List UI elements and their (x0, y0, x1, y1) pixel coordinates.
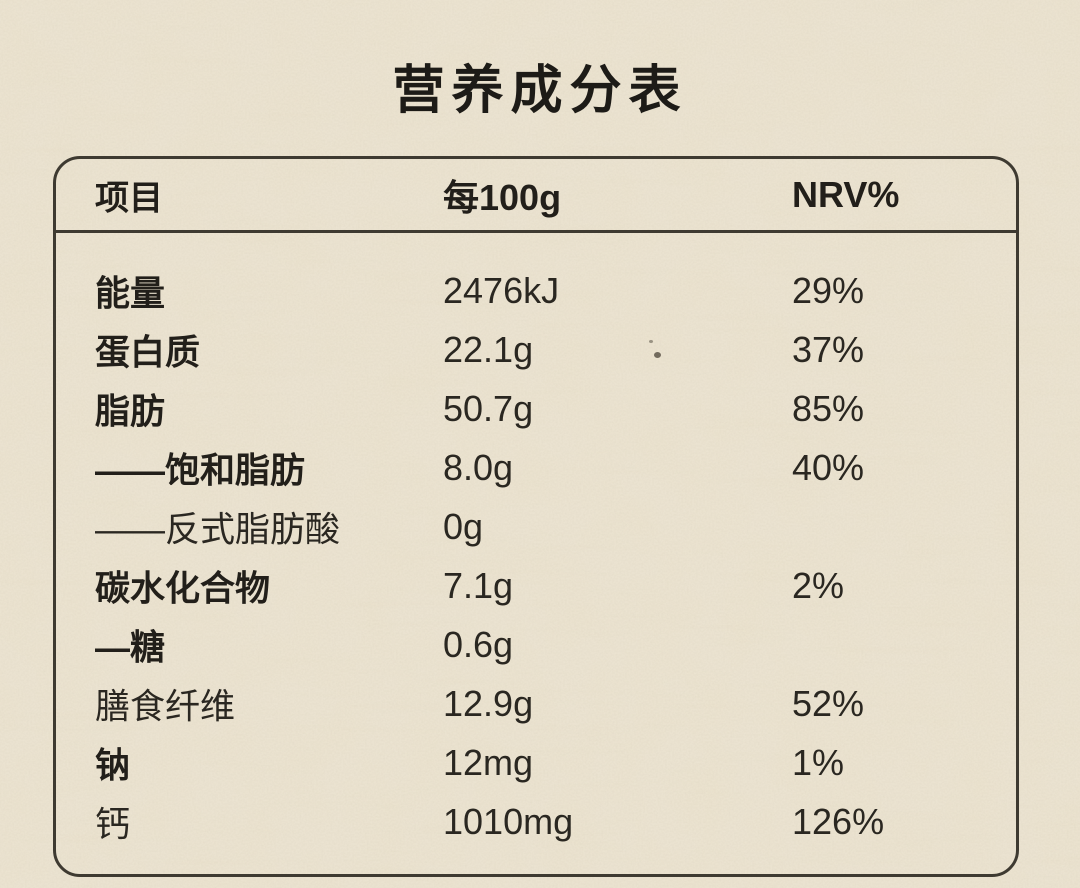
row-value: 7.1g (443, 564, 514, 606)
row-label: 能量 (95, 274, 166, 313)
row-label: 蛋白质 (95, 333, 201, 372)
row-value: 1010mg (443, 800, 574, 842)
row-value: 0g (443, 505, 484, 547)
header-nrv: NRV% (792, 173, 900, 215)
table-row: ——反式脂肪酸 0g (56, 497, 1016, 556)
row-nrv: 1% (792, 741, 845, 783)
nutrition-table: 项目 每100g NRV% 能量 2476kJ 29% 蛋白质 22.1g 37% 脂肪 50… (53, 156, 1019, 877)
page-title: 营养成分表 (392, 62, 688, 120)
row-value: 22.1g (443, 328, 534, 370)
table-row: ——饱和脂肪 8.0g 40% (56, 438, 1016, 497)
row-nrv: 52% (792, 682, 865, 724)
row-nrv: 85% (792, 387, 865, 429)
row-value: 0.6g (443, 623, 514, 665)
table-body: 能量 2476kJ 29% 蛋白质 22.1g 37% 脂肪 50.7g 85% ——饱和脂肪 8.… (56, 233, 1016, 873)
table-header-row: 项目 每100g NRV% (56, 159, 1016, 233)
header-item: 项目 (95, 179, 163, 217)
row-value: 2476kJ (443, 269, 560, 311)
table-row: 钠 12mg 1% (56, 733, 1016, 792)
row-label: ——饱和脂肪 (95, 451, 306, 490)
row-value: 12mg (443, 741, 534, 783)
row-value: 8.0g (443, 446, 514, 488)
table-row: 碳水化合物 7.1g 2% (56, 556, 1016, 615)
table-row: 钙 1010mg 126% (56, 792, 1016, 851)
header-per100g: 每100g (443, 176, 562, 218)
paper-speck (654, 352, 661, 358)
table-row: 脂肪 50.7g 85% (56, 379, 1016, 438)
row-nrv: 2% (792, 564, 845, 606)
paper-speck (649, 340, 653, 343)
row-label: 碳水化合物 (95, 569, 271, 608)
row-label: 膳食纤维 (95, 687, 236, 726)
row-nrv: 37% (792, 328, 865, 370)
row-nrv: 126% (792, 800, 885, 842)
row-label: 钠 (95, 746, 131, 785)
table-row: 蛋白质 22.1g 37% (56, 320, 1016, 379)
row-value: 50.7g (443, 387, 534, 429)
row-value: 12.9g (443, 682, 534, 724)
table-row: 膳食纤维 12.9g 52% (56, 674, 1016, 733)
row-label: —糖 (95, 628, 166, 667)
row-label: ——反式脂肪酸 (95, 510, 341, 549)
table-row: —糖 0.6g (56, 615, 1016, 674)
row-label: 钙 (95, 805, 131, 844)
row-nrv: 40% (792, 446, 865, 488)
row-nrv: 29% (792, 269, 865, 311)
row-label: 脂肪 (95, 392, 166, 431)
table-row: 能量 2476kJ 29% (56, 261, 1016, 320)
